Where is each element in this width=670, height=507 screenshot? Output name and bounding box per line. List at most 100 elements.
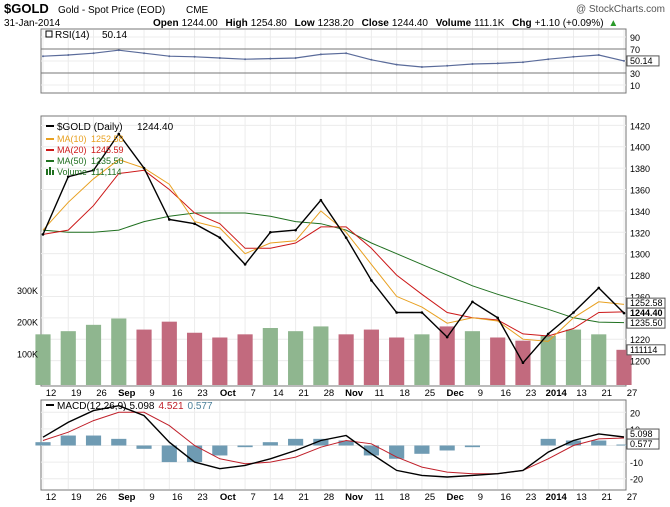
volume-bar: [616, 349, 632, 385]
price-legend-swatch: [46, 125, 54, 127]
rsi-point: [294, 57, 297, 59]
price-point: [168, 218, 171, 221]
volume-bar: [186, 332, 203, 385]
x-tick-label-bottom: 9: [149, 492, 154, 503]
macd-histogram-bar: [262, 442, 278, 446]
price-point: [471, 300, 474, 304]
macd-histogram-bar: [565, 440, 582, 446]
rsi-legend-value: 50.14: [102, 30, 127, 41]
macd-value-box-label: 0.577: [630, 439, 653, 449]
security-name: Gold - Spot Price (EOD): [58, 5, 165, 16]
price-legend: $GOLD (Daily) 1244.40 MA(10) 1252.58 MA(…: [46, 122, 174, 177]
volume-tick-label: 100K: [17, 349, 38, 359]
x-tick-label-top: 23: [197, 388, 208, 399]
x-tick-label-top: Dec: [446, 388, 463, 399]
x-tick-label-bottom: Sep: [118, 492, 136, 503]
macd-value-box-label: 5.098: [630, 429, 653, 439]
rsi-point: [67, 54, 70, 56]
price-point: [142, 166, 146, 170]
rsi-value-box-label: 50.14: [630, 56, 653, 66]
x-tick-label-bottom: 26: [96, 492, 107, 503]
price-point: [344, 236, 348, 239]
price-legend-value: 1244.40: [137, 122, 174, 133]
macd-histogram-bar: [237, 445, 253, 448]
rsi-point: [496, 62, 499, 65]
volume-bar: [565, 329, 582, 385]
volume-tick-label: 300K: [17, 286, 38, 296]
macd-histogram-bar: [288, 438, 304, 446]
macd-signal-line: [42, 411, 625, 475]
exchange: CME: [186, 5, 209, 16]
ma10-legend-value: 1252.58: [91, 134, 124, 144]
x-tick-label-bottom: 19: [71, 492, 82, 503]
price-line: [42, 132, 625, 365]
macd-histogram-bar: [591, 440, 607, 446]
volume-bar: [338, 334, 354, 385]
macd-histogram-bar: [60, 435, 76, 446]
rsi-point: [623, 59, 625, 62]
x-tick-label-bottom: Dec: [446, 492, 463, 503]
macd-histogram-bar: [338, 440, 354, 446]
macd-histogram-bar: [111, 438, 127, 446]
ma50-legend-swatch: [46, 160, 54, 162]
x-tick-label-top: 11: [374, 388, 384, 399]
ohlc-summary: Open 1244.00 High 1254.80 Low 1238.20 Close…: [153, 18, 618, 29]
price-point: [269, 230, 272, 234]
x-tick-label-top: 12: [46, 388, 57, 399]
x-tick-label-bottom: 7: [250, 492, 255, 503]
macd-histogram-bar: [439, 445, 455, 451]
volume-bar: [60, 331, 76, 385]
x-tick-label-top: 25: [425, 388, 436, 399]
macd-histogram-bar: [35, 442, 51, 446]
price-tick-label: 1420: [630, 121, 650, 131]
rsi-point: [193, 55, 196, 58]
volume-legend-icon: [46, 167, 54, 175]
volume-bar: [161, 321, 177, 385]
volume-bar: [363, 329, 379, 385]
volume-bar: [540, 335, 556, 385]
price-value-box-label: 1235.50: [630, 318, 663, 328]
macd-histogram-bar: [161, 445, 177, 463]
x-tick-label-bottom: 13: [576, 492, 587, 503]
macd-histogram-bar: [186, 445, 203, 463]
x-tick-label-bottom: 9: [478, 492, 483, 503]
x-tick-label-top: 2014: [546, 388, 568, 399]
price-tick-label: 1340: [630, 207, 650, 217]
volume-bar: [490, 337, 506, 385]
x-tick-label-top: 18: [399, 388, 410, 399]
rsi-point: [143, 52, 146, 55]
price-point: [218, 236, 222, 239]
ma20-legend-label: MA(20): [57, 145, 87, 155]
rsi-line: [42, 49, 625, 68]
x-tick-label-bottom: 2014: [546, 492, 568, 503]
macd-histogram-bar: [464, 445, 481, 448]
rsi-point: [218, 57, 221, 59]
macd-histogram-bar: [616, 444, 632, 446]
volume-bar: [591, 334, 607, 385]
rsi-point: [547, 58, 550, 61]
macd-tick-label: -20: [630, 475, 643, 485]
rsi-point: [370, 58, 373, 61]
rsi-legend: RSI(14) 50.14: [45, 30, 127, 41]
price-point: [294, 228, 297, 232]
price-point: [445, 335, 449, 339]
rsi-point: [572, 55, 575, 58]
price-point: [41, 233, 45, 236]
volume-tick-label: 200K: [17, 318, 38, 328]
price-point: [243, 263, 247, 266]
volume-bar: [262, 328, 278, 385]
x-axis-labels-top: 12 19 26 Sep 9 16 23 Oct 7 14 21 28 Nov 11 18 25 Dec 9 16 2…: [46, 388, 638, 399]
x-tick-label-top: 23: [526, 388, 537, 399]
rsi-point: [168, 55, 171, 58]
x-tick-label-top: 9: [149, 388, 154, 399]
price-point: [597, 286, 601, 290]
macd-legend-swatch: [46, 404, 54, 406]
macd-histogram-bar: [85, 435, 102, 446]
rsi-axis: 907050301050.14: [626, 33, 660, 91]
x-tick-label-bottom: 12: [46, 492, 57, 503]
price-point: [370, 279, 373, 282]
price-point: [117, 132, 121, 136]
volume-bar: [85, 324, 102, 385]
price-point: [319, 198, 323, 202]
volume-value-box-label: 111114: [630, 345, 657, 355]
